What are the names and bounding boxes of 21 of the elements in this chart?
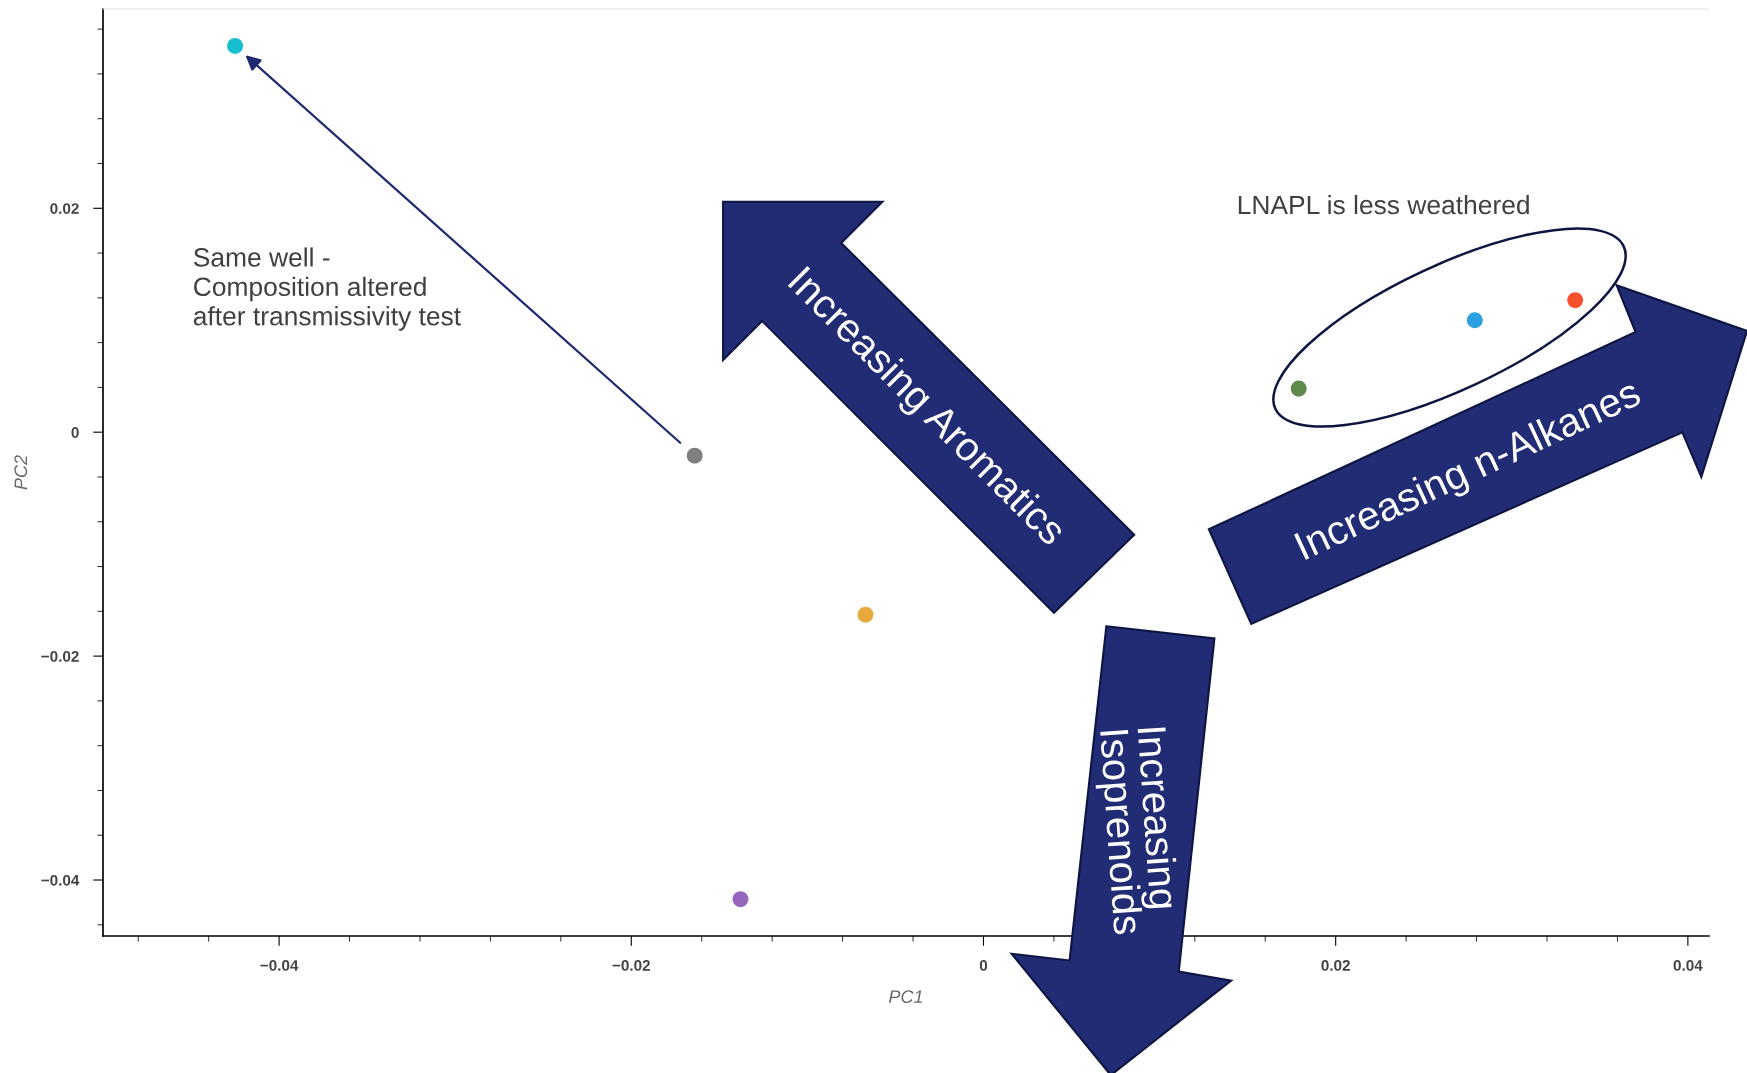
y-tick-label: 0.02 (50, 203, 79, 214)
annotation: LNAPL is less weathered (1238, 194, 1529, 215)
point (227, 38, 243, 54)
y-axis-title: PC2 (14, 455, 28, 490)
x-tick-label: −0.02 (612, 960, 651, 971)
x-tick-label: −0.04 (260, 960, 299, 971)
x-tick-label: 0.04 (1673, 960, 1703, 971)
point (732, 891, 749, 907)
annotation: Same well - Composition altered after transmissivity test (193, 247, 461, 331)
point (1466, 312, 1483, 329)
annotation: Increasing Isoprenoids (1091, 727, 1180, 936)
x-axis-title: PC1 (888, 990, 923, 1004)
point (1567, 292, 1584, 309)
y-tick-label: −0.04 (41, 874, 80, 886)
y-tick-label: −0.02 (41, 650, 79, 662)
point (1290, 380, 1307, 397)
y-tick-label: 0 (71, 427, 79, 438)
x-tick-label: 0 (979, 960, 988, 971)
point (857, 606, 874, 623)
point (686, 447, 703, 464)
x-tick-label: 0.02 (1321, 960, 1350, 971)
